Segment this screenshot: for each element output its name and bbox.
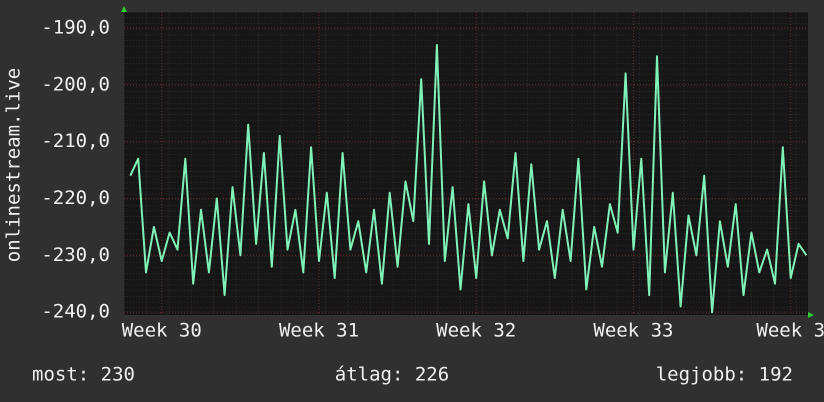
x-tick-label: Week 30	[122, 320, 202, 342]
y-tick-label: -200,0	[41, 73, 110, 95]
y-tick-label: -220,0	[41, 187, 110, 209]
x-tick-label: Week 3	[756, 320, 824, 342]
x-tick-label: Week 32	[436, 320, 516, 342]
axis-arrow	[808, 312, 814, 318]
y-tick-label: -230,0	[41, 244, 110, 266]
y-tick-label: -210,0	[41, 130, 110, 152]
stat-average: átlag: 226	[335, 364, 449, 386]
x-tick-label: Week 31	[279, 320, 359, 342]
stat-best: legjobb: 192	[656, 364, 793, 386]
data-line	[129, 44, 808, 314]
y-tick-label: -240,0	[41, 301, 110, 323]
x-tick-label: Week 33	[593, 320, 673, 342]
axis-arrow	[121, 6, 127, 12]
stat-now: most: 230	[32, 364, 135, 386]
y-axis-label: onlinestream.live	[3, 68, 25, 262]
y-tick-label: -190,0	[41, 16, 110, 38]
minor-grid	[124, 12, 808, 315]
